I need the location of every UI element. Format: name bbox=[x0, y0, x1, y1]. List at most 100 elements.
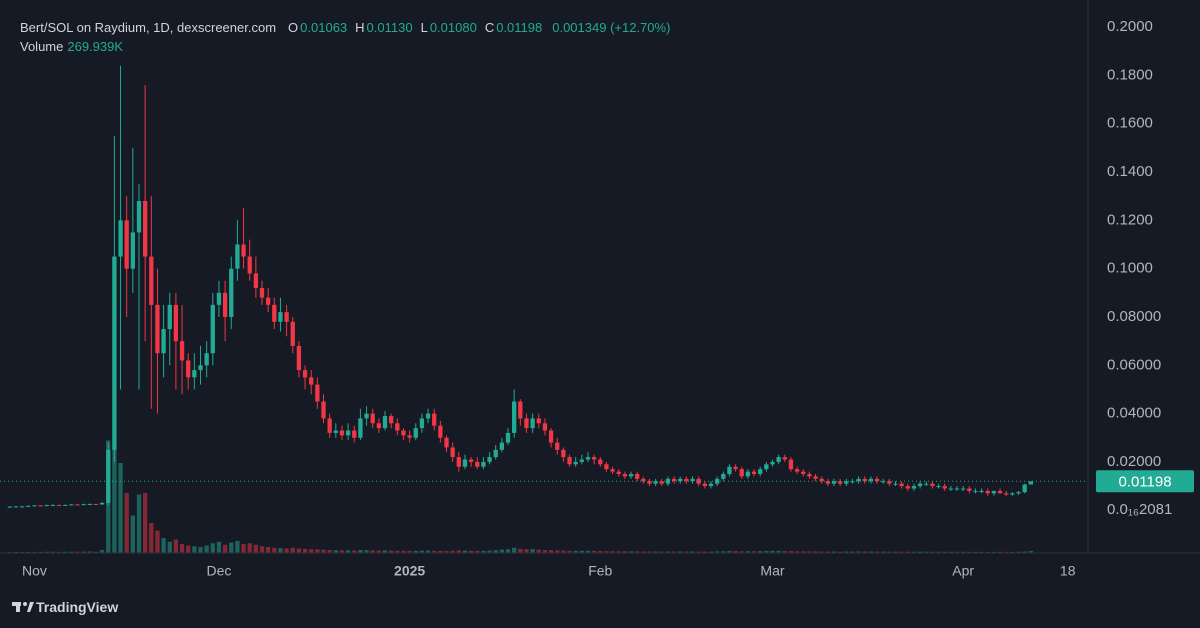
candle-body bbox=[671, 478, 677, 482]
volume-bar bbox=[136, 494, 142, 553]
candle-body bbox=[819, 478, 824, 482]
candle-body bbox=[87, 503, 92, 505]
volume-bar bbox=[671, 551, 677, 553]
candle-body bbox=[198, 365, 203, 371]
candle-body bbox=[487, 457, 492, 462]
candle-body bbox=[1016, 492, 1021, 494]
volume-bar bbox=[339, 550, 345, 553]
volume-bar bbox=[38, 551, 43, 553]
candle-body bbox=[370, 413, 375, 424]
volume-bar bbox=[579, 550, 584, 553]
volume-bar bbox=[142, 493, 148, 553]
candle-body bbox=[50, 504, 56, 506]
volume-bar bbox=[887, 551, 892, 553]
candle-body bbox=[591, 457, 597, 460]
volume-bar bbox=[948, 551, 953, 553]
volume-bar bbox=[960, 551, 966, 553]
volume-bar bbox=[1004, 551, 1009, 553]
volume-bar bbox=[936, 551, 941, 553]
candle-body bbox=[991, 490, 997, 494]
candle-body bbox=[733, 466, 738, 470]
candle-body bbox=[106, 449, 111, 503]
x-tick-label: Nov bbox=[22, 563, 47, 579]
volume-bar bbox=[997, 551, 1003, 553]
candle-body bbox=[960, 488, 966, 490]
volume-bar bbox=[75, 551, 80, 553]
volume-bar bbox=[930, 551, 935, 553]
candle-body bbox=[321, 401, 326, 419]
volume-legend: Volume 269.939K bbox=[20, 39, 129, 54]
y-tick-label: 0.1400 bbox=[1107, 163, 1153, 180]
candle-body bbox=[942, 486, 947, 489]
candle-body bbox=[917, 483, 923, 487]
candle-body bbox=[536, 418, 541, 424]
last-price-tag bbox=[1096, 470, 1194, 493]
x-tick-label: Feb bbox=[588, 563, 612, 579]
candle-body bbox=[1028, 481, 1033, 485]
volume-bar bbox=[721, 551, 726, 553]
y-tick-label: 0.1600 bbox=[1107, 115, 1153, 132]
volume-bar bbox=[628, 551, 634, 553]
candle-body bbox=[997, 490, 1003, 494]
volume-bar bbox=[462, 550, 468, 553]
candle-body bbox=[278, 312, 283, 322]
candle-body bbox=[678, 478, 683, 482]
candle-layer bbox=[0, 65, 1088, 508]
candle-body bbox=[499, 442, 505, 450]
y-tick-label: 0.2000 bbox=[1107, 18, 1153, 35]
volume-bar bbox=[770, 550, 775, 553]
candle-body bbox=[425, 413, 431, 419]
volume-bar bbox=[678, 551, 683, 553]
candle-body bbox=[745, 471, 751, 477]
volume-bar bbox=[284, 548, 289, 553]
volume-bar bbox=[438, 550, 443, 553]
ohlc: O 0.01063 H 0.01130 L 0.01080 C 0.01198 bbox=[288, 20, 548, 35]
volume-bar bbox=[272, 547, 277, 553]
candle-body bbox=[831, 481, 837, 484]
volume-bar bbox=[702, 551, 707, 553]
ohlc-value: 0.01063 bbox=[300, 20, 348, 35]
candle-body bbox=[561, 449, 566, 458]
candle-body bbox=[395, 423, 400, 431]
candle-body bbox=[979, 490, 984, 492]
volume-bar bbox=[401, 550, 406, 553]
candle-body bbox=[462, 459, 468, 467]
candle-body bbox=[247, 256, 252, 274]
candle-body bbox=[721, 474, 726, 479]
candle-body bbox=[296, 345, 302, 371]
candle-body bbox=[653, 481, 658, 484]
volume-bar bbox=[764, 550, 769, 553]
volume-bar bbox=[155, 530, 160, 553]
candle-body bbox=[776, 457, 781, 462]
volume-bar bbox=[112, 448, 117, 553]
volume-bar bbox=[714, 551, 720, 553]
candle-body bbox=[259, 287, 265, 298]
volume-bar bbox=[247, 543, 252, 553]
candle-body bbox=[567, 457, 572, 465]
candle-body bbox=[327, 418, 332, 433]
volume-bar bbox=[493, 550, 498, 553]
candle-body bbox=[684, 478, 689, 482]
candle-body bbox=[844, 481, 849, 484]
candle-body bbox=[1022, 484, 1027, 493]
volume-bar bbox=[487, 550, 492, 553]
volume-bar bbox=[555, 550, 560, 553]
candle-body bbox=[862, 478, 867, 482]
volume-bar bbox=[198, 547, 203, 553]
volume-bar bbox=[856, 551, 861, 553]
candle-body bbox=[665, 478, 671, 484]
candle-body bbox=[358, 418, 363, 438]
candle-body bbox=[622, 474, 628, 477]
x-tick-label: 18 bbox=[1060, 563, 1076, 579]
volume-bar bbox=[50, 551, 56, 553]
candle-body bbox=[973, 490, 978, 492]
volume-bar bbox=[893, 551, 898, 553]
candle-body bbox=[585, 457, 591, 460]
volume-bar bbox=[192, 546, 197, 553]
volume-bar bbox=[296, 548, 302, 553]
volume-bar bbox=[179, 544, 185, 553]
candle-body bbox=[911, 486, 917, 489]
change: 0.001349 (+12.70%) bbox=[552, 20, 671, 35]
volume-bar bbox=[63, 551, 68, 553]
